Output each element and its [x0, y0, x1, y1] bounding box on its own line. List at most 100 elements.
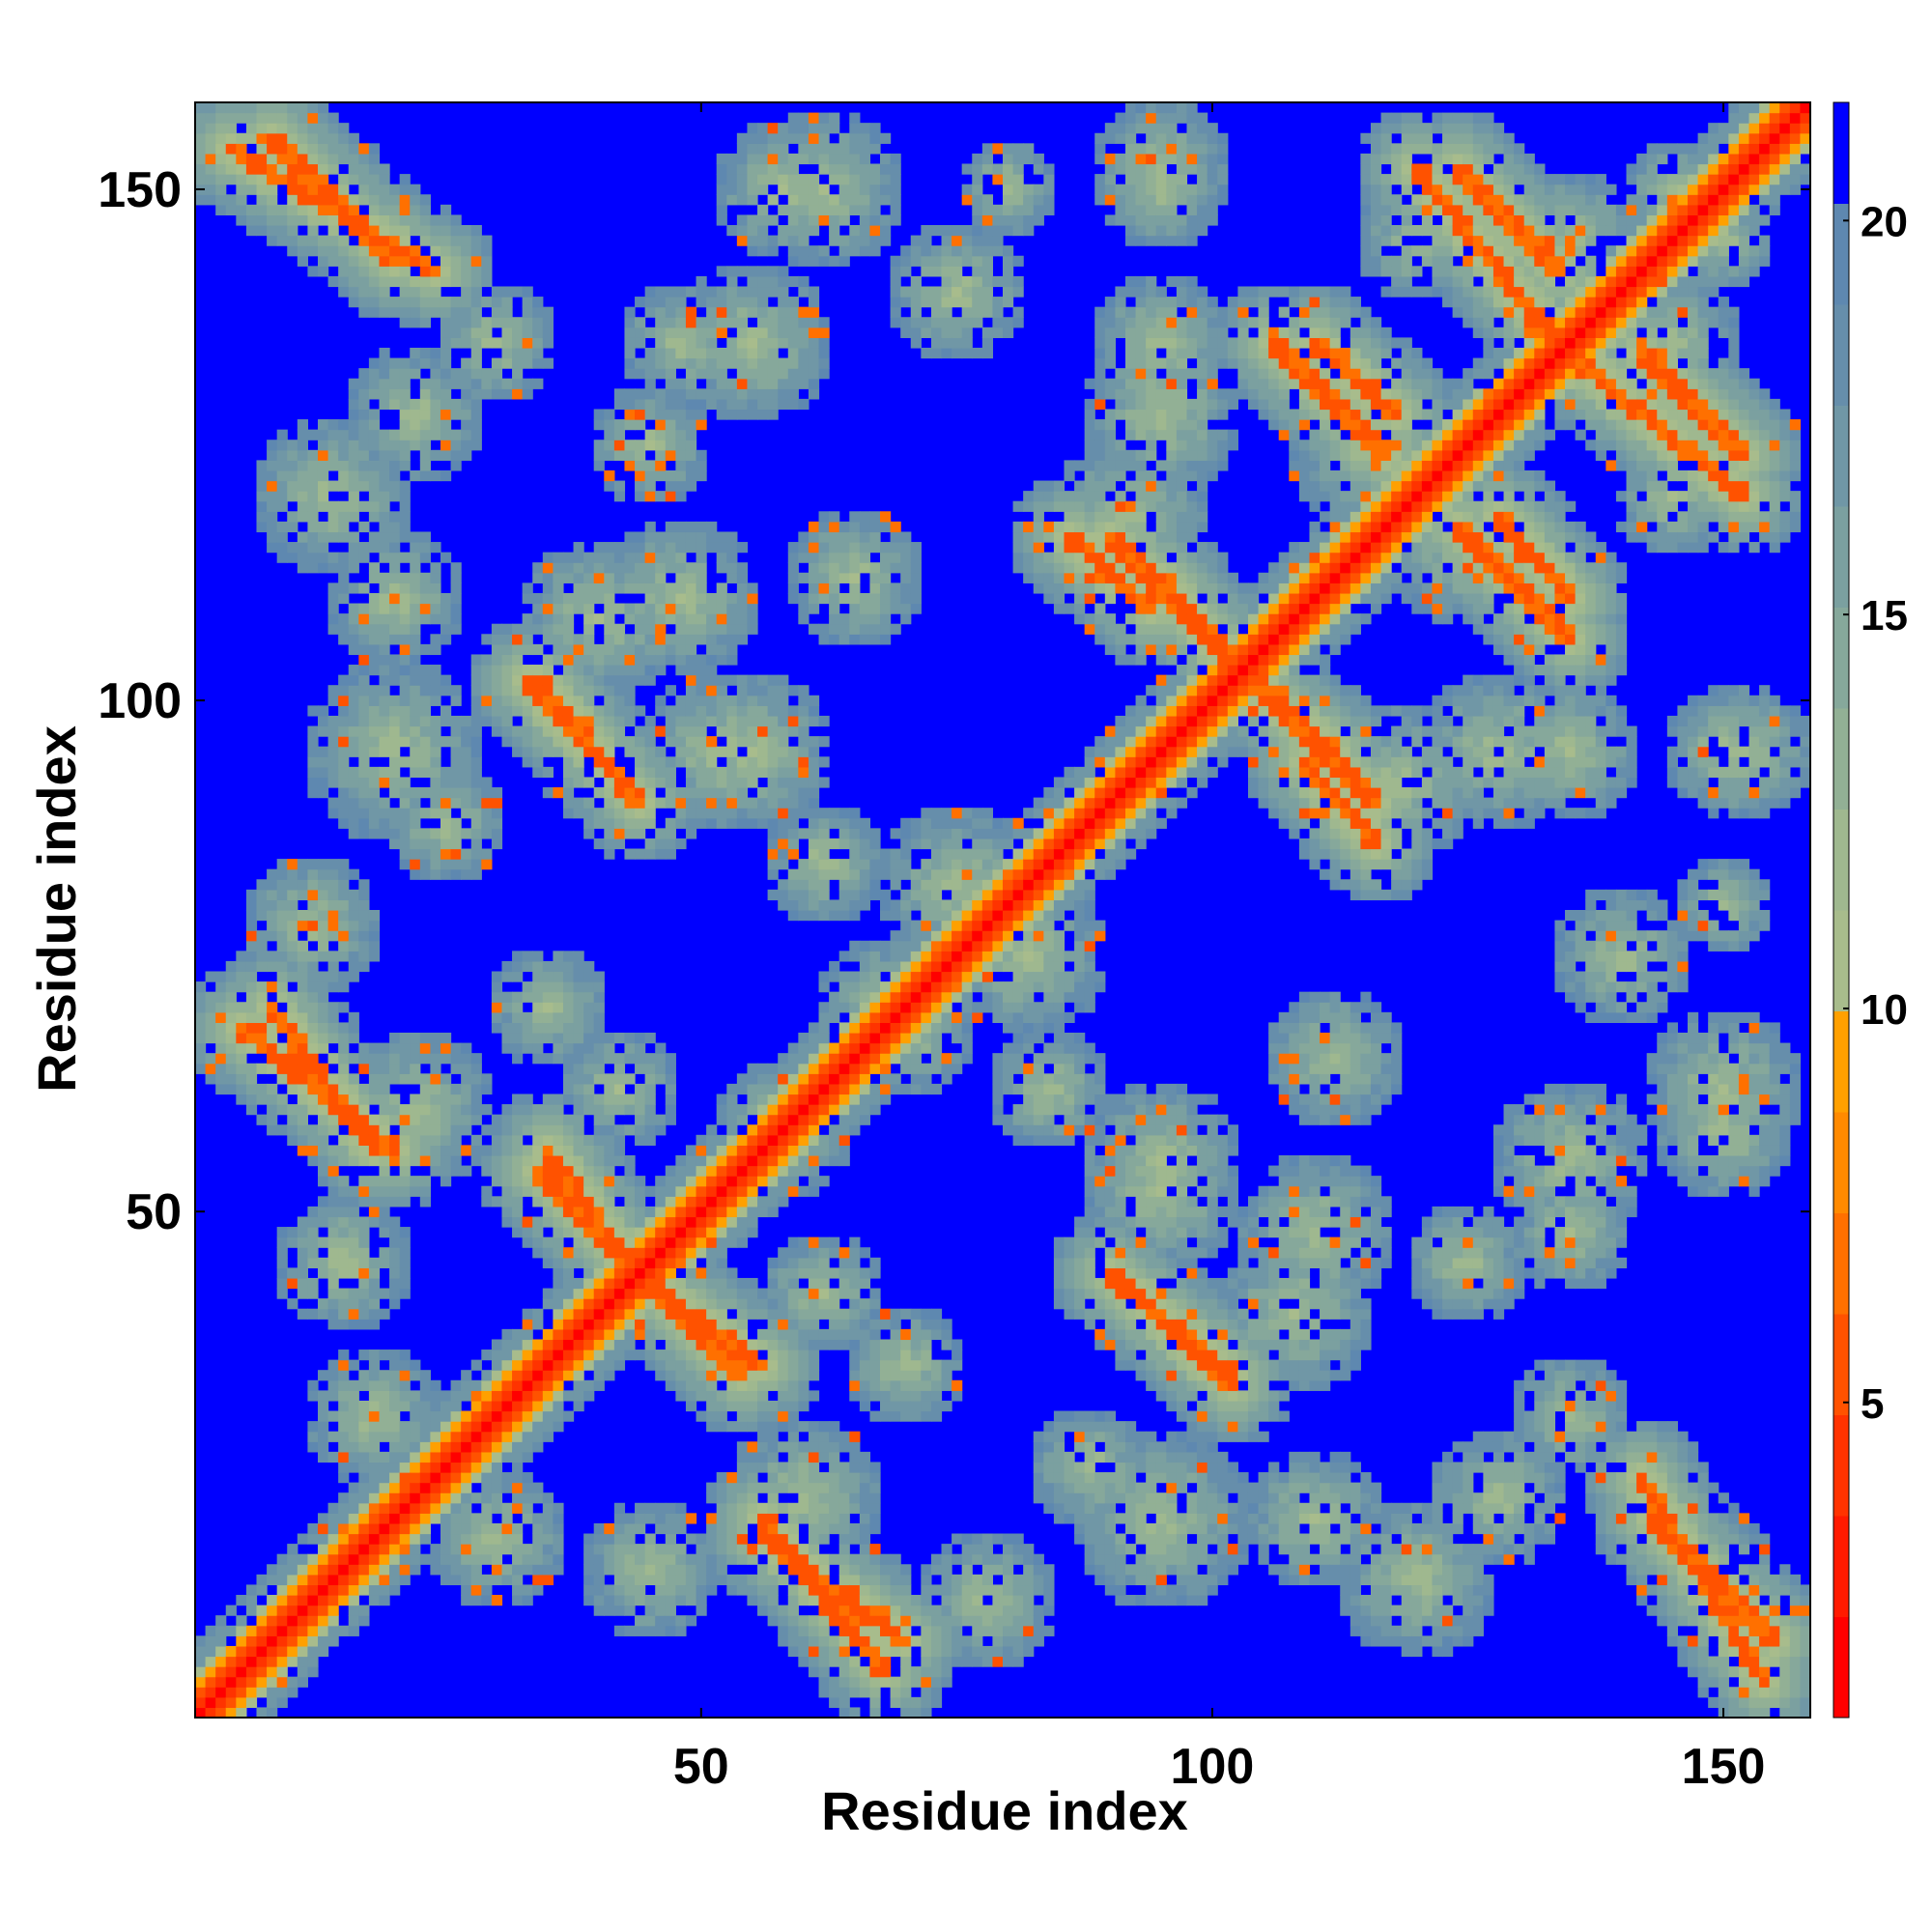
heatmap-cell [665, 1114, 676, 1125]
heatmap-cell [317, 1390, 329, 1402]
heatmap-cell [430, 685, 441, 696]
heatmap-cell [665, 337, 676, 349]
heatmap-cell [532, 1584, 544, 1596]
heatmap-cell [225, 174, 237, 185]
heatmap-cell [236, 1687, 247, 1698]
heatmap-cell [461, 715, 472, 727]
heatmap-cell [798, 143, 810, 155]
heatmap-cell [644, 725, 656, 737]
heatmap-cell [338, 572, 350, 583]
heatmap-cell [757, 214, 769, 226]
heatmap-cell [583, 1165, 595, 1177]
heatmap-cell [440, 440, 452, 451]
heatmap-cell [798, 286, 810, 298]
heatmap-cell [399, 1042, 411, 1054]
heatmap-cell [307, 1615, 319, 1627]
heatmap-cell [461, 1042, 472, 1054]
heatmap-cell [665, 848, 676, 860]
heatmap-cell [573, 1165, 584, 1177]
heatmap-cell [440, 808, 452, 819]
heatmap-cell [307, 1154, 319, 1167]
heatmap-cell [798, 1247, 810, 1259]
heatmap-cell [736, 224, 749, 237]
heatmap-cell [716, 1298, 727, 1310]
heatmap-cell [583, 1236, 595, 1248]
heatmap-cell [205, 1053, 216, 1065]
heatmap-cell [348, 409, 359, 420]
heatmap-cell [767, 1584, 779, 1596]
heatmap-cell [440, 357, 452, 369]
heatmap-cell [267, 102, 278, 114]
heatmap-cell [410, 469, 421, 482]
heatmap-cell [593, 808, 605, 819]
heatmap-cell [818, 511, 830, 523]
heatmap-cell [593, 1288, 605, 1299]
heatmap-cell [419, 235, 431, 246]
heatmap-cell [410, 715, 421, 727]
heatmap-cell [368, 235, 381, 246]
heatmap-cell [818, 542, 830, 554]
heatmap-cell [399, 1104, 411, 1116]
heatmap-cell [532, 1114, 544, 1125]
heatmap-cell [245, 1094, 258, 1105]
heatmap-cell [338, 1042, 350, 1054]
heatmap-cell [368, 1114, 381, 1125]
heatmap-cell [256, 1656, 268, 1667]
heatmap-cell [267, 868, 278, 880]
heatmap-cell [348, 1227, 359, 1238]
heatmap-cell [665, 1615, 676, 1627]
heatmap-cell [430, 1073, 441, 1085]
heatmap-cell [747, 1574, 758, 1586]
heatmap-cell [532, 1032, 544, 1044]
heatmap-cell [338, 1350, 350, 1361]
heatmap-cell [317, 1063, 329, 1074]
heatmap-cell [491, 1124, 503, 1136]
heatmap-cell [512, 1185, 524, 1197]
heatmap-cell [604, 828, 615, 839]
heatmap-cell [368, 695, 381, 706]
heatmap-cell [358, 777, 370, 788]
heatmap-cell [747, 1472, 758, 1484]
heatmap-cell [665, 1564, 676, 1576]
heatmap-cell [532, 1185, 544, 1197]
heatmap-cell [644, 1502, 656, 1514]
heatmap-cell [512, 1482, 524, 1493]
heatmap-cell [419, 746, 431, 757]
heatmap-cell [297, 194, 308, 206]
heatmap-cell [655, 1564, 667, 1576]
heatmap-cell [358, 951, 370, 962]
heatmap-cell [297, 542, 308, 554]
heatmap-cell [338, 132, 350, 144]
heatmap-cell [368, 808, 381, 819]
heatmap-cell [338, 1625, 350, 1636]
heatmap-cell [317, 981, 329, 993]
heatmap-cell [635, 634, 646, 645]
heatmap-cell [624, 1625, 636, 1636]
heatmap-cell [573, 592, 584, 605]
heatmap-cell [440, 848, 452, 860]
heatmap-cell [276, 1656, 288, 1667]
heatmap-cell [542, 1288, 554, 1299]
heatmap-cell [358, 1196, 370, 1208]
heatmap-cell [368, 511, 381, 523]
heatmap-cell [747, 1400, 758, 1412]
heatmap-cell [778, 224, 789, 237]
heatmap-cell [542, 1522, 554, 1535]
heatmap-cell [613, 1032, 626, 1044]
heatmap-cell [716, 1553, 727, 1565]
heatmap-cell [338, 1319, 350, 1330]
heatmap-cell [757, 756, 769, 768]
heatmap-cell [767, 1185, 779, 1197]
heatmap-cell [236, 1707, 247, 1719]
heatmap-cell [593, 1277, 605, 1290]
heatmap-cell [358, 266, 370, 277]
heatmap-cell [327, 1379, 339, 1391]
heatmap-cell [267, 889, 278, 901]
heatmap-cell [307, 1656, 319, 1667]
heatmap-cell [440, 674, 452, 686]
heatmap-cell [613, 787, 626, 799]
heatmap-cell [726, 1513, 738, 1524]
heatmap-cell [573, 1359, 584, 1371]
heatmap-cell [778, 1288, 789, 1299]
heatmap-cell [798, 275, 810, 288]
